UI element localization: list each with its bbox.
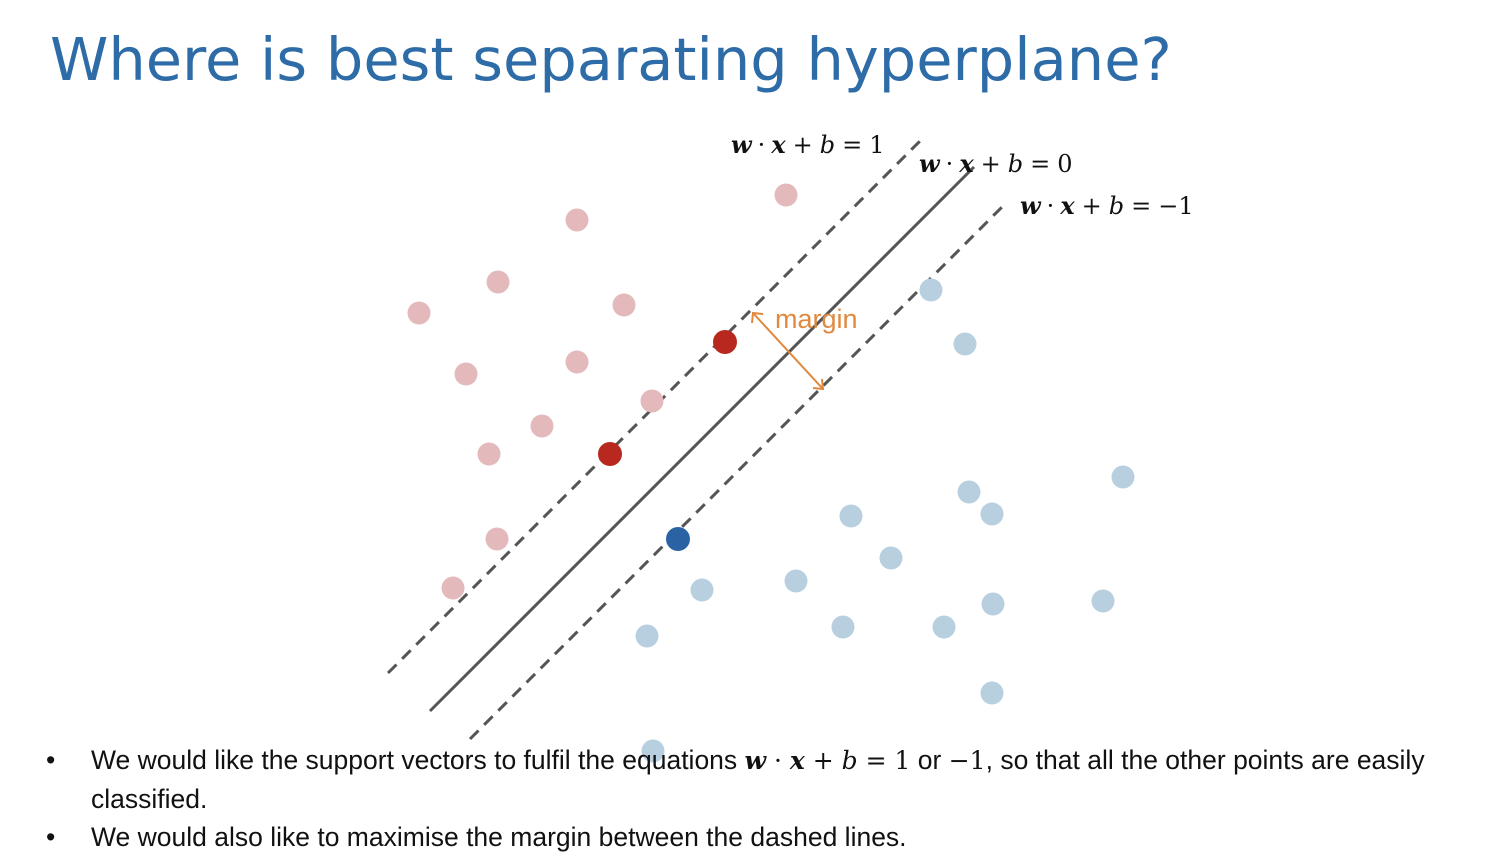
class-b-point [1091,589,1115,613]
class-b-point [690,578,714,602]
margin-arrow [751,311,825,391]
class-b-points [635,278,1135,763]
hyperplane-plus-one-dashed-line [386,137,924,675]
equation-plus-one-label: w · x + b = 1 [731,130,885,159]
class-a-point [407,301,431,325]
equation-minus-one-label: w · x + b = −1 [1020,191,1194,220]
bullet-marker: • [46,822,56,852]
bullet-item: • We would like the support vectors to fu… [46,741,1486,818]
class-b-point [953,332,977,356]
class-b-point [635,624,659,648]
support-vector-class-a [713,330,737,354]
class-b-point [957,480,981,504]
class-b-point [1111,465,1135,489]
class-b-point [932,615,956,639]
support-vector-class-a [598,442,622,466]
class-a-point [565,208,589,232]
class-a-point [486,270,510,294]
class-b-point [831,615,855,639]
class-b-point [641,739,665,763]
class-b-point [879,546,903,570]
equation-zero-label: w · x + b = 0 [919,149,1073,178]
class-b-point [784,569,808,593]
margin-label: margin [775,304,858,334]
class-a-point [485,527,509,551]
class-a-point [477,442,501,466]
class-a-point [640,389,664,413]
class-a-point [441,576,465,600]
class-b-point [980,681,1004,705]
class-b-point [839,504,863,528]
slide-title: Where is best separating hyperplane? [50,25,1172,94]
class-a-point [774,183,798,207]
class-a-point [530,414,554,438]
bullet-item: • We would also like to maximise the marg… [46,818,1486,856]
bullet-text: We would like the support vectors to ful… [91,745,745,775]
bullet-list: • We would like the support vectors to fu… [46,741,1486,856]
class-b-point [981,592,1005,616]
hyperplane-zero-solid-line [428,165,976,713]
class-a-point [612,293,636,317]
class-b-point [980,502,1004,526]
class-b-point [919,278,943,302]
bullet-marker: • [46,745,56,775]
hyperplane-minus-one-dashed-line [468,203,1006,741]
support-vector-class-b [666,527,690,551]
bullet-text: We would also like to maximise the margi… [91,822,907,852]
class-a-point [565,350,589,374]
class-a-point [454,362,478,386]
class-a-points [407,183,798,600]
